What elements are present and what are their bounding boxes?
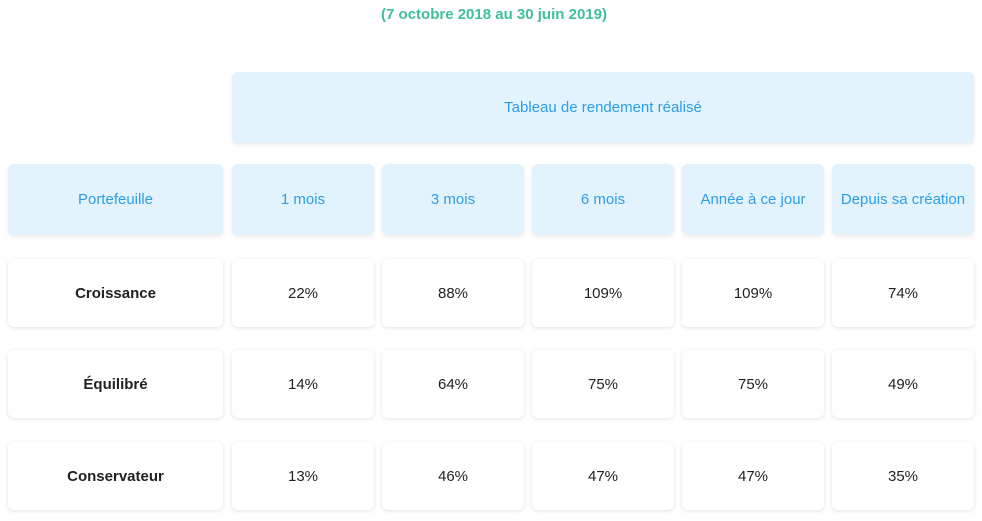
table-cell: 75% <box>682 350 824 418</box>
table-cell: 13% <box>232 442 374 510</box>
table-cell: 46% <box>382 442 524 510</box>
table-cell: 75% <box>532 350 674 418</box>
row-label-croissance: Croissance <box>8 259 223 327</box>
row-label-conservateur: Conservateur <box>8 442 223 510</box>
table-cell: 14% <box>232 350 374 418</box>
column-header-3-months: 3 mois <box>382 164 524 235</box>
column-header-1-month: 1 mois <box>232 164 374 235</box>
table-cell: 64% <box>382 350 524 418</box>
column-header-ytd: Année à ce jour <box>682 164 824 235</box>
table-cell: 22% <box>232 259 374 327</box>
row-label-equilibre: Équilibré <box>8 350 223 418</box>
date-range-subtitle: (7 octobre 2018 au 30 juin 2019) <box>381 6 607 23</box>
table-cell: 47% <box>532 442 674 510</box>
column-header-portfolio: Portefeuille <box>8 164 223 235</box>
table-cell: 49% <box>832 350 974 418</box>
table-cell: 109% <box>532 259 674 327</box>
table-cell: 109% <box>682 259 824 327</box>
table-cell: 47% <box>682 442 824 510</box>
table-banner: Tableau de rendement réalisé <box>232 72 974 143</box>
table-cell: 88% <box>382 259 524 327</box>
table-cell: 74% <box>832 259 974 327</box>
table-cell: 35% <box>832 442 974 510</box>
column-header-6-months: 6 mois <box>532 164 674 235</box>
column-header-since-inception: Depuis sa création <box>832 164 974 235</box>
